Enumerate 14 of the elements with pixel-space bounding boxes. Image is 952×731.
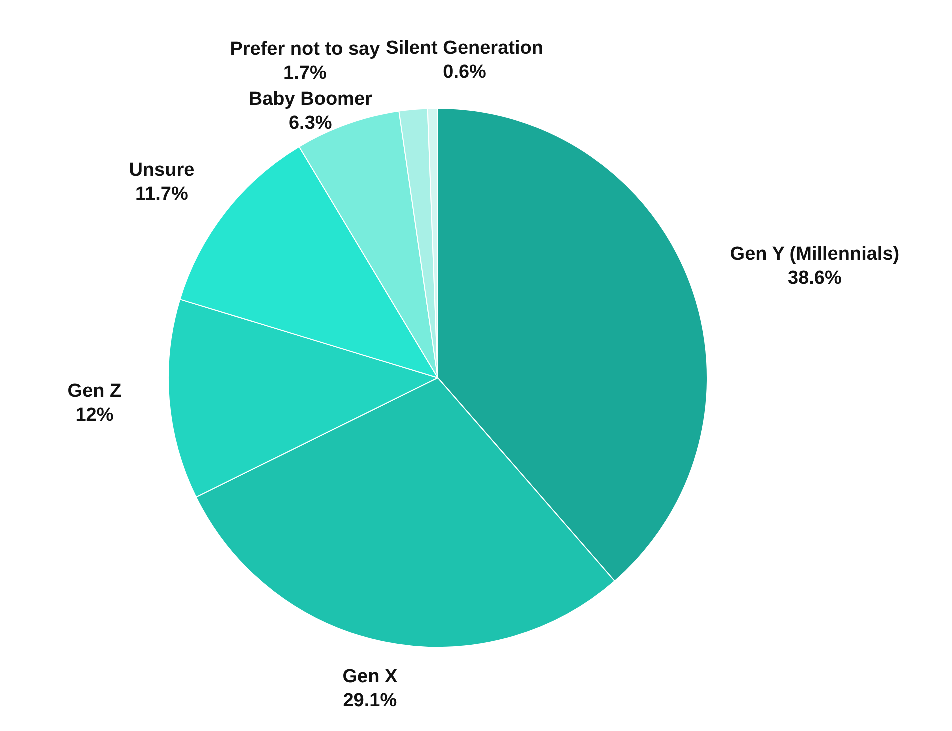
data-label: 29.1% xyxy=(343,690,398,712)
slice-label: Silent Generation xyxy=(386,38,544,59)
slice-label: Prefer not to say xyxy=(230,39,381,60)
slice-label: Unsure xyxy=(129,160,195,181)
slice-label: Gen Z xyxy=(68,381,122,402)
data-label: 6.3% xyxy=(288,113,332,134)
slice-label: Gen Y (Millennials) xyxy=(730,244,900,265)
data-label: 0.6% xyxy=(443,62,487,83)
data-label: 1.7% xyxy=(284,63,327,84)
slice-label: Baby Boomer xyxy=(248,89,374,110)
slice-label: Gen X xyxy=(342,666,398,688)
data-label: 38.6% xyxy=(788,268,842,289)
data-label: 11.7% xyxy=(136,184,188,205)
data-label: 12% xyxy=(76,405,114,426)
